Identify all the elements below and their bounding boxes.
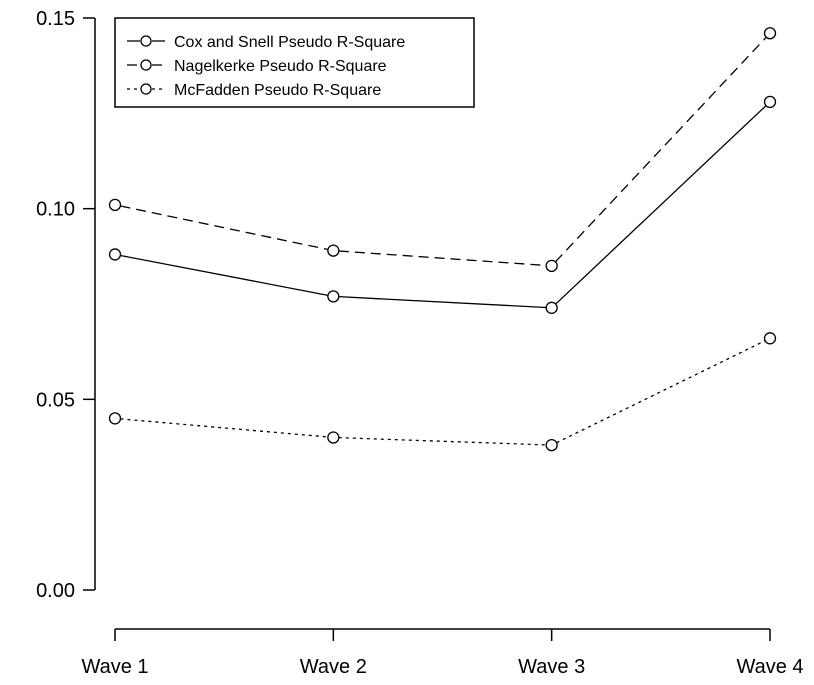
- series-line-segment: [556, 340, 766, 444]
- legend-label: Nagelkerke Pseudo R-Square: [174, 58, 387, 75]
- data-point: [545, 301, 558, 314]
- legend-marker: [140, 83, 152, 95]
- series-layer: [108, 27, 777, 452]
- series-line-segment: [120, 205, 329, 251]
- legend-item: McFadden Pseudo R-Square: [127, 82, 381, 99]
- data-point: [763, 95, 777, 109]
- y-tick-label: 0.15: [36, 8, 75, 30]
- x-tick-label: Wave 1: [81, 656, 148, 678]
- data-point: [763, 332, 777, 345]
- x-tick-label: Wave 4: [736, 656, 803, 678]
- legend-marker: [140, 59, 152, 71]
- data-point: [327, 290, 340, 303]
- legend-label: Cox and Snell Pseudo R-Square: [174, 34, 405, 51]
- data-point: [108, 412, 122, 425]
- legend: Cox and Snell Pseudo R-Square Nagelkerke …: [114, 17, 475, 108]
- y-tick-label: 0.00: [36, 580, 75, 602]
- series-line-segment: [554, 36, 767, 263]
- series-line-segment: [555, 105, 767, 305]
- series-3: [108, 332, 777, 452]
- x-tick-label: Wave 2: [300, 656, 367, 678]
- series-2: [108, 27, 777, 273]
- x-tick-label: Wave 3: [518, 656, 585, 678]
- series-line-segment: [120, 254, 329, 296]
- legend-item: Nagelkerke Pseudo R-Square: [127, 58, 387, 75]
- legend-label: McFadden Pseudo R-Square: [174, 82, 381, 99]
- data-point: [327, 431, 340, 444]
- legend-marker: [140, 35, 152, 47]
- series-1: [108, 95, 777, 314]
- series-line-segment: [120, 418, 328, 438]
- data-point: [327, 244, 340, 257]
- data-point: [545, 438, 558, 452]
- x-axis: Wave 1 Wave 2 Wave 3 Wave 4: [81, 628, 804, 678]
- legend-item: Cox and Snell Pseudo R-Square: [127, 34, 405, 51]
- y-tick-label: 0.05: [36, 389, 75, 411]
- legend-box: [114, 17, 475, 108]
- series-line-segment: [338, 437, 547, 446]
- data-point: [763, 27, 777, 40]
- data-point: [545, 259, 558, 273]
- y-axis: 0.00 0.05 0.10 0.15: [36, 8, 96, 602]
- series-line-segment: [338, 296, 547, 309]
- series-line-segment: [338, 250, 547, 267]
- data-point: [108, 248, 122, 261]
- y-tick-label: 0.10: [36, 199, 75, 221]
- data-point: [108, 198, 122, 212]
